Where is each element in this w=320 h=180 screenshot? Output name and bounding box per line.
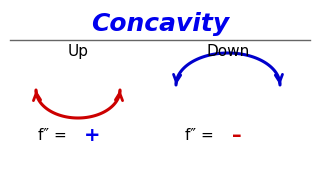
Text: f″ =: f″ = (185, 128, 219, 143)
Text: Up: Up (68, 44, 89, 59)
Text: –: – (232, 126, 242, 145)
Text: f″ =: f″ = (38, 128, 72, 143)
Text: Down: Down (206, 44, 250, 59)
Text: Concavity: Concavity (91, 12, 229, 36)
Text: +: + (84, 126, 100, 145)
